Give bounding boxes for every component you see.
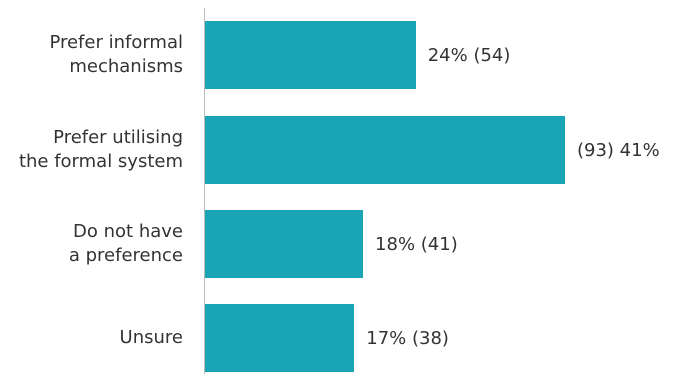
value-label: (93) 41% [577, 139, 660, 161]
bar [205, 116, 565, 184]
category-label: Unsure [119, 327, 183, 348]
bar [205, 304, 355, 372]
value-label: 17% (38) [366, 327, 449, 349]
axis-line [204, 8, 205, 374]
category-label: Prefer informal mechanisms [49, 32, 183, 77]
bar [205, 210, 364, 278]
bar [205, 21, 416, 89]
category-label: Do not have a preference [68, 221, 183, 266]
value-label: 24% (54) [427, 44, 511, 66]
value-label: 18% (41) [375, 233, 458, 255]
category-label: Prefer utilising the formal system [18, 127, 183, 172]
